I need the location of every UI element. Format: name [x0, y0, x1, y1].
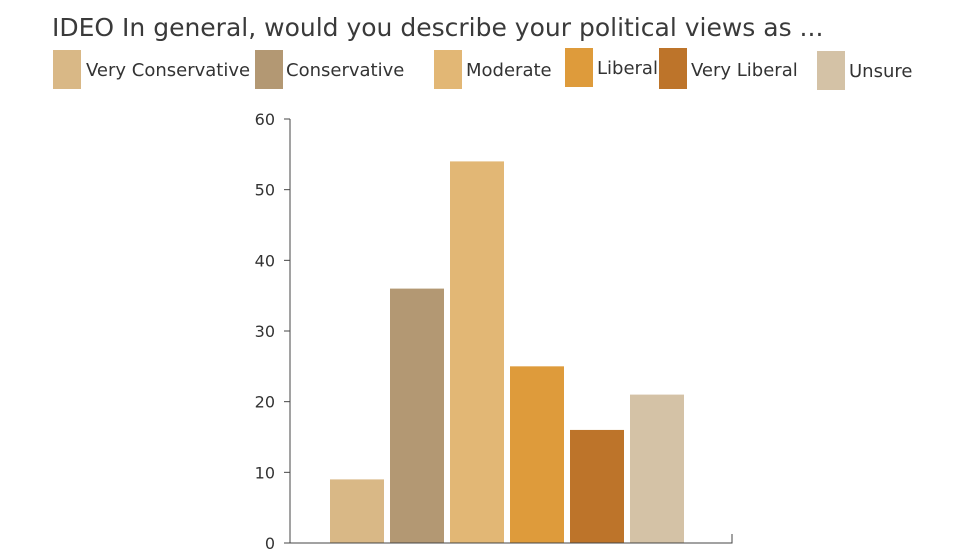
legend-swatch-very-conservative	[53, 50, 81, 89]
legend-label-very-conservative: Very Conservative	[86, 60, 250, 81]
legend-swatch-liberal	[565, 48, 593, 87]
bar-unsure	[630, 394, 684, 543]
legend-swatch-conservative	[255, 50, 283, 89]
bar-very-liberal	[570, 429, 624, 543]
y-axis: 0 10 20 30 40 50 60	[255, 110, 291, 553]
bar-moderate	[450, 161, 504, 543]
legend-label-conservative: Conservative	[286, 60, 404, 81]
legend-label-very-liberal: Very Liberal	[691, 60, 798, 81]
legend-swatch-unsure	[817, 51, 845, 90]
bar-liberal	[510, 366, 564, 543]
bar-conservative	[390, 288, 444, 543]
legend-label-unsure: Unsure	[849, 61, 912, 82]
y-tick-label: 20	[255, 393, 275, 412]
y-tick-label: 0	[265, 534, 275, 553]
y-tick-label: 60	[255, 110, 275, 129]
legend-label-moderate: Moderate	[466, 60, 552, 81]
legend-label-liberal: Liberal	[597, 58, 658, 79]
y-tick-label: 40	[255, 251, 275, 270]
y-tick-label: 30	[255, 322, 275, 341]
legend-swatch-very-liberal	[659, 48, 687, 89]
y-tick-label: 10	[255, 463, 275, 482]
x-axis	[290, 534, 733, 544]
chart-title: IDEO In general, would you describe your…	[52, 13, 823, 42]
y-tick-label: 50	[255, 181, 275, 200]
legend: Very Conservative Conservative Moderate Lib…	[53, 48, 912, 90]
legend-swatch-moderate	[434, 50, 462, 89]
bars	[330, 161, 684, 543]
bar-very-conservative	[330, 479, 384, 543]
